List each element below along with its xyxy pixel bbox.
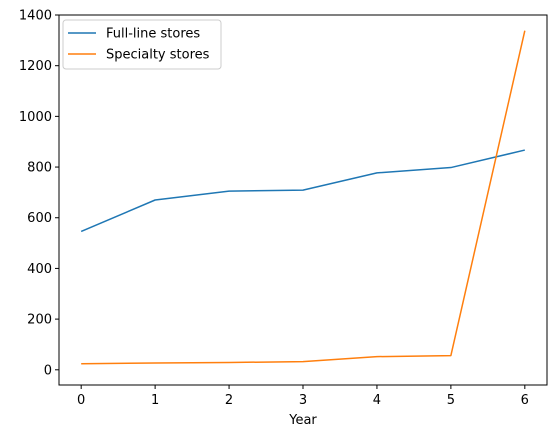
series-line-specialty-stores bbox=[81, 30, 526, 365]
x-tick-label: 0 bbox=[77, 393, 85, 408]
x-tick-label: 1 bbox=[151, 393, 159, 408]
y-tick-label: 0 bbox=[44, 363, 52, 378]
series-line-full-line-stores bbox=[80, 149, 525, 233]
plot-frame bbox=[58, 14, 548, 386]
x-tick-label: 3 bbox=[299, 393, 307, 408]
y-tick-label: 800 bbox=[27, 161, 52, 176]
legend-box bbox=[62, 19, 222, 70]
series-lines bbox=[80, 30, 526, 365]
y-axis-ticks: 0 200 400 600 800 1000 1200 1400 bbox=[19, 9, 59, 378]
y-tick-label: 1400 bbox=[19, 9, 52, 24]
y-tick-label: 600 bbox=[27, 211, 52, 226]
x-axis-label: Year bbox=[288, 413, 317, 428]
y-tick-label: 1000 bbox=[19, 110, 52, 125]
y-tick-label: 1200 bbox=[19, 59, 52, 74]
x-tick-label: 2 bbox=[225, 393, 233, 408]
x-tick-label: 4 bbox=[373, 393, 381, 408]
y-tick-label: 400 bbox=[27, 262, 52, 277]
legend: Full-line stores Specialty stores bbox=[62, 19, 222, 70]
x-axis-ticks: 0 1 2 3 4 5 6 bbox=[77, 385, 529, 408]
legend-label-specialty-stores: Specialty stores bbox=[106, 48, 210, 63]
y-tick-label: 200 bbox=[27, 313, 52, 328]
x-tick-label: 5 bbox=[447, 393, 455, 408]
x-tick-label: 6 bbox=[521, 393, 529, 408]
legend-label-full-line-stores: Full-line stores bbox=[106, 27, 200, 42]
